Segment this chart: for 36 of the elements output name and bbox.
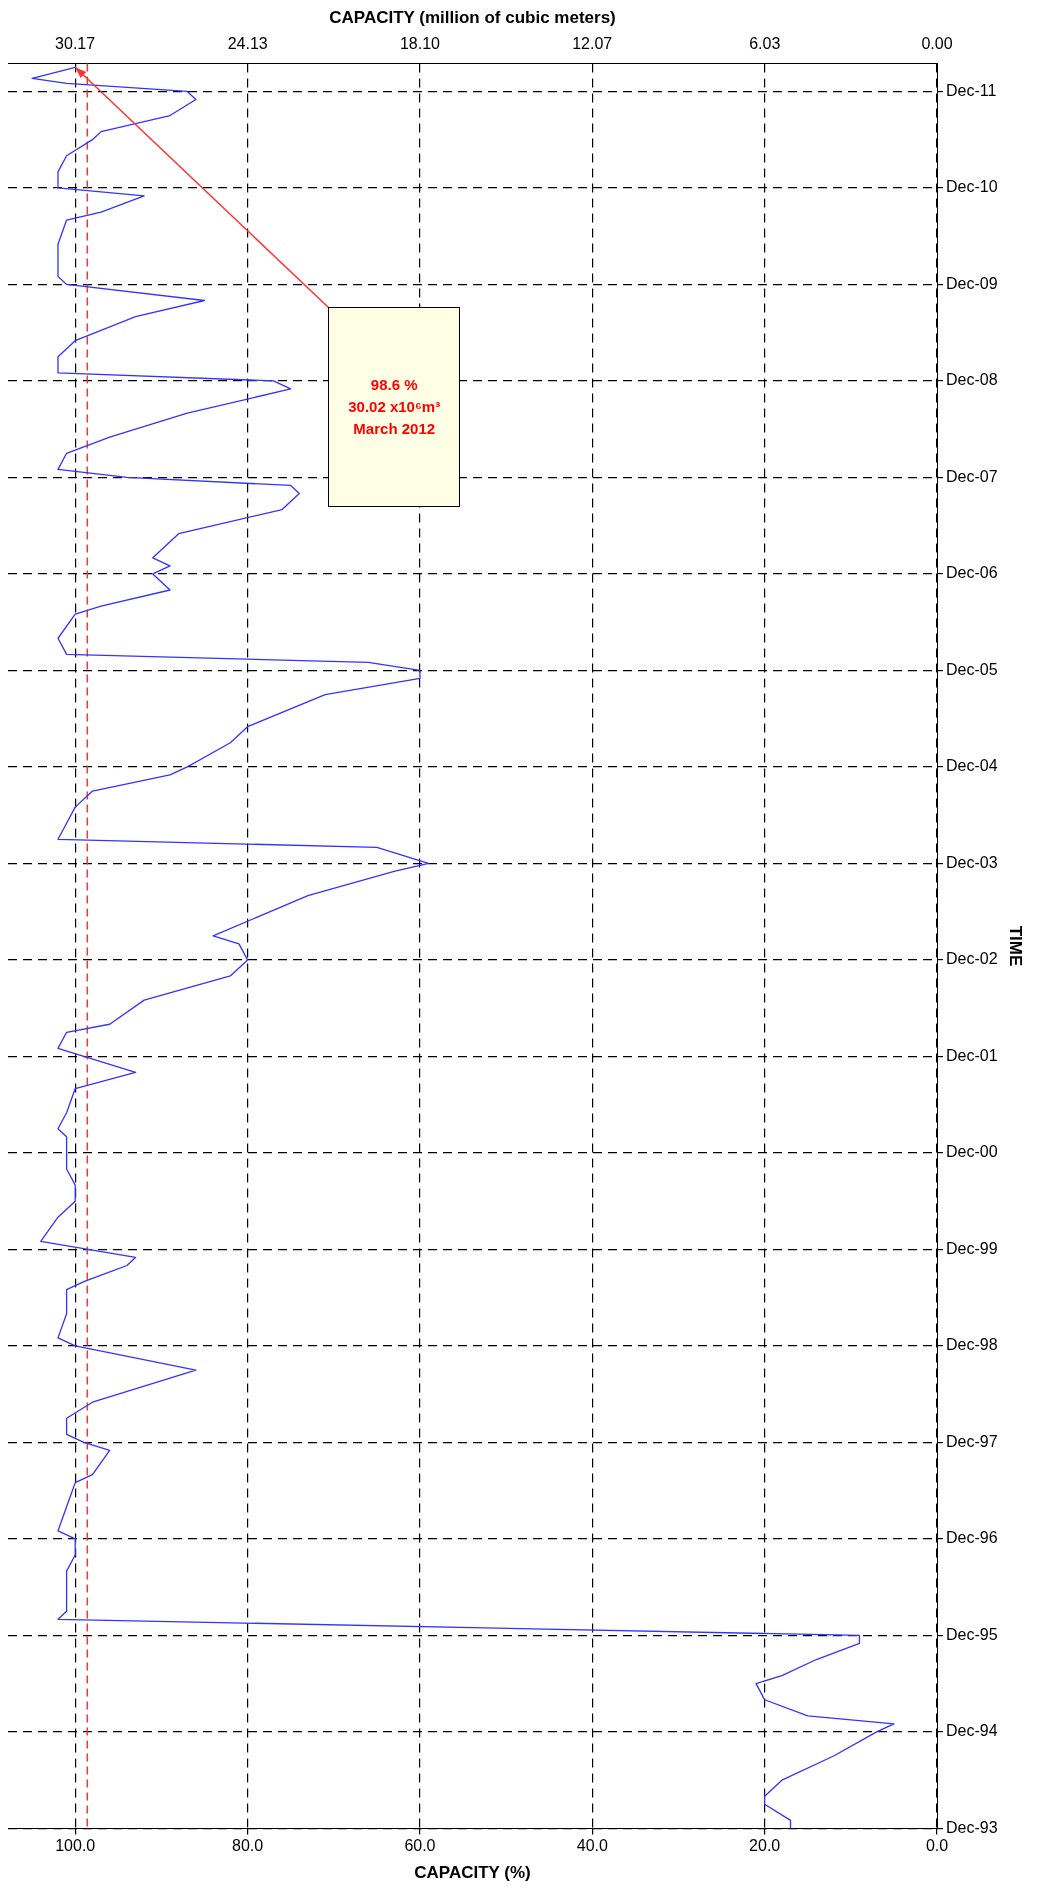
y-tick-label: Dec-07 xyxy=(946,467,998,485)
y-tick-label: Dec-94 xyxy=(946,1722,998,1740)
x2-tick-label: 18.10 xyxy=(399,35,441,53)
y-tick-label: Dec-01 xyxy=(946,1046,998,1064)
y-tick-label: Dec-05 xyxy=(946,660,998,678)
x-tick-label: 20.0 xyxy=(749,1837,781,1855)
y-tick-label: Dec-08 xyxy=(946,371,998,389)
y-tick-label: Dec-11 xyxy=(946,81,997,99)
x2-tick-label: 12.07 xyxy=(572,35,613,53)
y-tick-label: Dec-02 xyxy=(946,950,998,968)
y-tick-label: Dec-10 xyxy=(946,178,998,196)
x-axis-title: CAPACITY (%) xyxy=(414,1863,531,1883)
y-tick-label: Dec-04 xyxy=(946,757,998,775)
y-tick-label: Dec-99 xyxy=(946,1239,998,1257)
x2-tick-label: 30.17 xyxy=(55,35,96,53)
y-tick-label: Dec-95 xyxy=(946,1625,998,1643)
callout-box: 98.6 % 30.02 x10⁶m³ March 2012 xyxy=(328,307,461,508)
x2-tick-label: 6.03 xyxy=(749,35,781,53)
y-tick-label: Dec-00 xyxy=(946,1143,998,1161)
y-axis-title: TIME xyxy=(1006,925,1026,967)
x-tick-label: 80.0 xyxy=(232,1837,264,1855)
y-tick-label: Dec-93 xyxy=(946,1818,998,1836)
y-tick-label: Dec-97 xyxy=(946,1432,998,1450)
y-tick-label: Dec-09 xyxy=(946,274,998,292)
x-tick-label: 40.0 xyxy=(576,1837,608,1855)
y-tick-label: Dec-98 xyxy=(946,1336,998,1354)
x2-axis-title: CAPACITY (million of cubic meters) xyxy=(329,7,616,27)
x2-tick-label: 24.13 xyxy=(227,35,268,53)
x-tick-label: 0.0 xyxy=(925,1837,949,1855)
y-tick-label: Dec-96 xyxy=(946,1529,998,1547)
y-tick-label: Dec-03 xyxy=(946,853,998,871)
x-tick-label: 100.0 xyxy=(55,1837,96,1855)
x-tick-label: 60.0 xyxy=(404,1837,436,1855)
x2-tick-label: 0.00 xyxy=(921,35,953,53)
annotation: 98.6 % 30.02 x10⁶m³ March 2012 xyxy=(347,375,442,440)
y-tick-label: Dec-06 xyxy=(946,564,998,582)
